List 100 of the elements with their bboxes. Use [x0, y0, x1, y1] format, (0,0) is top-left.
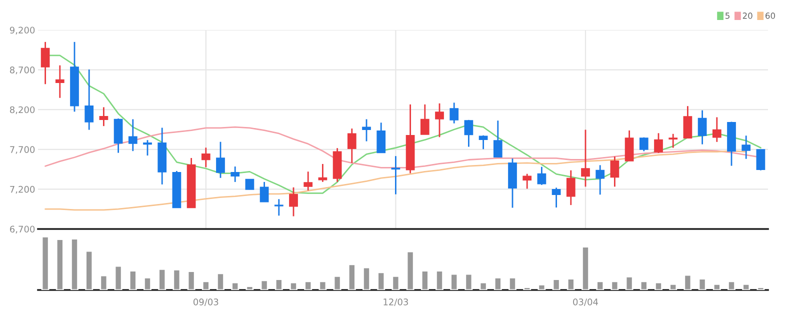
candlestick [230, 166, 240, 183]
candlestick [362, 118, 371, 142]
y-tick-label: 7,200 [10, 186, 35, 194]
y-tick-label: 9,200 [10, 26, 35, 34]
bar [318, 280, 327, 290]
x-tick-label: 09/03 [193, 298, 218, 306]
bar [756, 286, 765, 290]
bar [538, 284, 546, 290]
bar [436, 270, 444, 290]
candlestick [668, 133, 678, 149]
candlestick [552, 186, 561, 208]
y-tick-label: 8,700 [10, 66, 35, 74]
bar [216, 272, 224, 290]
bar [274, 278, 283, 290]
bar [260, 280, 268, 290]
candlestick [84, 68, 94, 131]
candlestick [566, 170, 576, 206]
bar [494, 277, 502, 290]
bar [640, 280, 648, 290]
bar [41, 236, 50, 290]
candlestick [99, 106, 108, 127]
candlestick [464, 119, 474, 148]
bar [464, 273, 473, 290]
bar [392, 275, 400, 290]
candlestick [581, 129, 590, 188]
candlestick [376, 122, 386, 154]
bar [450, 273, 458, 290]
candlestick [289, 186, 298, 217]
candlestick [304, 170, 313, 192]
bar [728, 280, 736, 290]
bar [406, 250, 414, 290]
candlestick [435, 102, 444, 138]
bar [304, 280, 312, 290]
candlestick [537, 166, 546, 186]
bar [508, 277, 516, 290]
bar [158, 268, 166, 290]
candlestick [347, 128, 356, 164]
bar [552, 278, 560, 290]
candlestick [624, 130, 634, 162]
candlestick [639, 136, 648, 152]
bar [114, 265, 122, 290]
candlestick [478, 134, 488, 150]
candlestick [216, 141, 225, 179]
y-tick-label: 6,700 [10, 226, 35, 234]
bar [231, 282, 240, 290]
bar [246, 286, 254, 290]
bar [625, 276, 634, 290]
bar [70, 238, 78, 290]
bar [420, 270, 429, 290]
bar [100, 274, 108, 290]
candlestick [522, 173, 532, 190]
bar [144, 277, 152, 290]
candlestick [114, 118, 123, 154]
bar [712, 283, 721, 290]
candlestick [450, 102, 459, 124]
candlestick [610, 156, 620, 188]
bar [596, 280, 604, 290]
bar [362, 266, 370, 290]
bar [187, 270, 196, 290]
bar [333, 275, 342, 290]
bar [698, 278, 706, 290]
candlestick [245, 178, 254, 190]
candlestick [742, 134, 751, 160]
bar [85, 250, 94, 290]
y-tick-label: 7,700 [10, 146, 35, 154]
x-tick-label: 03/04 [573, 298, 598, 306]
bar [610, 280, 619, 290]
candlestick [420, 104, 430, 136]
candlestick [40, 41, 50, 85]
candlestick [143, 139, 152, 156]
candlestick [391, 155, 400, 195]
candlestick [55, 64, 64, 99]
bar [56, 238, 64, 290]
x-tick-label: 12/03 [384, 298, 408, 306]
bar [523, 286, 532, 290]
candlestick [756, 148, 766, 172]
bar [742, 283, 750, 290]
bar [202, 280, 210, 290]
bar [377, 272, 386, 290]
legend-label: 60 [766, 12, 776, 19]
bar [172, 269, 181, 290]
legend-label: 20 [742, 12, 752, 19]
bar [669, 283, 678, 290]
candlestick [260, 181, 269, 203]
legend-label: 5 [726, 12, 730, 19]
y-tick-label: 8,200 [10, 106, 35, 114]
bar [582, 246, 590, 290]
candlestick [274, 198, 284, 216]
bar [566, 278, 575, 290]
bar [684, 274, 692, 290]
bar [479, 282, 488, 290]
candlestick [698, 110, 707, 145]
candlestick [712, 116, 722, 143]
candlestick [683, 105, 692, 139]
bar [128, 270, 137, 290]
candlestick [654, 132, 663, 154]
candlestick [493, 120, 502, 158]
bar [290, 282, 298, 290]
candlestick [128, 118, 138, 152]
bar [348, 264, 356, 290]
